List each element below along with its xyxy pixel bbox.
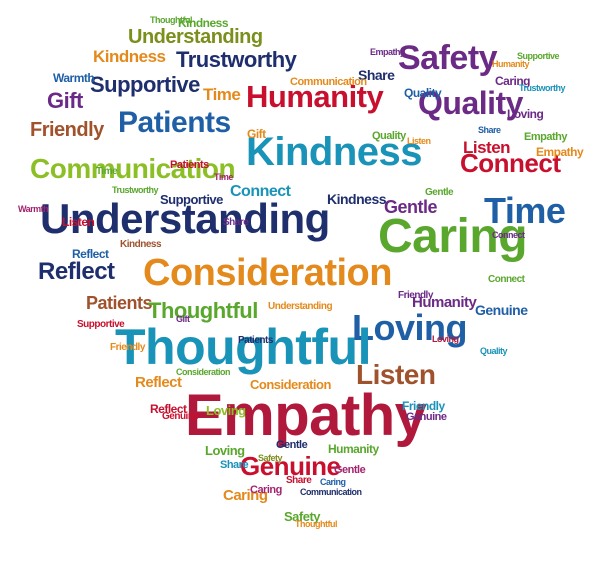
word-humanity: Humanity	[492, 59, 530, 69]
word-time: Time	[96, 166, 118, 177]
word-quality: Quality	[404, 86, 442, 100]
word-listen: Listen	[463, 138, 511, 157]
word-kindness: Kindness	[246, 130, 423, 174]
word-supportive: Supportive	[160, 192, 223, 207]
word-trustworthy: Trustworthy	[112, 185, 159, 195]
word-humanity: Humanity	[412, 294, 477, 311]
word-safety: Safety	[284, 509, 321, 524]
word-communication: Communication	[290, 76, 367, 88]
word-understanding: Understanding	[268, 301, 333, 312]
word-share: Share	[478, 125, 501, 135]
word-gift: Gift	[247, 127, 266, 141]
word-supportive: Supportive	[90, 72, 200, 97]
word-genuine: Genuine	[475, 302, 528, 318]
word-listen: Listen	[407, 136, 431, 146]
word-kindness: Kindness	[120, 239, 162, 250]
word-caring: Caring	[250, 484, 282, 496]
word-supportive: Supportive	[77, 319, 125, 330]
word-trustworthy: Trustworthy	[519, 83, 566, 93]
word-caring: Caring	[320, 477, 346, 487]
word-friendly: Friendly	[402, 399, 445, 413]
word-empathy: Empathy	[185, 383, 427, 448]
word-thoughtful: Thoughtful	[115, 319, 372, 375]
word-gentle: Gentle	[425, 187, 454, 198]
word-gift: Gift	[176, 314, 190, 324]
word-understanding: Understanding	[128, 26, 263, 48]
word-caring: Caring	[378, 210, 528, 263]
word-connect: Connect	[230, 183, 291, 200]
word-warmth: Warmth	[53, 71, 95, 85]
word-safety: Safety	[258, 453, 283, 463]
word-humanity: Humanity	[246, 79, 384, 114]
word-connect: Connect	[460, 148, 561, 178]
word-friendly: Friendly	[30, 119, 104, 141]
word-time: Time	[484, 190, 566, 231]
word-reflect: Reflect	[72, 247, 109, 261]
word-caring: Caring	[223, 487, 268, 504]
word-patients: Patients	[86, 293, 153, 313]
word-listen: Listen	[62, 215, 95, 229]
word-thoughtful: Thoughtful	[148, 298, 258, 323]
word-time: Time	[214, 172, 233, 182]
word-share: Share	[220, 459, 249, 471]
word-kindness: Kindness	[178, 16, 229, 30]
word-warmth: Warmth	[18, 204, 49, 214]
word-loving: Loving	[432, 334, 459, 344]
word-empathy: Empathy	[524, 131, 567, 143]
word-kindness: Kindness	[93, 47, 166, 66]
word-kindness: Kindness	[327, 191, 387, 207]
word-reflect: Reflect	[38, 258, 115, 285]
word-connect: Connect	[488, 274, 525, 285]
word-time: Time	[203, 85, 241, 104]
word-loving: Loving	[507, 107, 544, 121]
word-gentle: Gentle	[334, 464, 366, 476]
word-quality: Quality	[372, 130, 406, 142]
word-listen: Listen	[356, 359, 436, 390]
word-consideration: Consideration	[143, 252, 392, 294]
word-thoughtful: Thoughtful	[295, 519, 337, 529]
word-patients: Patients	[118, 106, 231, 139]
word-quality: Quality	[480, 346, 508, 356]
word-loving: Loving	[205, 443, 245, 458]
word-communication: Communication	[300, 487, 362, 497]
word-supportive: Supportive	[517, 51, 560, 61]
word-communication: Communication	[30, 153, 236, 184]
word-thoughtful: Thoughtful	[150, 15, 192, 25]
word-patients: Patients	[170, 159, 209, 171]
word-safety: Safety	[398, 39, 498, 77]
word-reflect: Reflect	[135, 374, 182, 391]
word-trustworthy: Trustworthy	[176, 47, 297, 72]
word-share: Share	[286, 475, 312, 486]
word-empathy: Empathy	[536, 145, 584, 159]
word-consideration: Consideration	[176, 367, 231, 377]
word-understanding: Understanding	[40, 195, 330, 242]
word-loving: Loving	[352, 307, 467, 348]
word-loving: Loving	[206, 403, 246, 418]
word-connect: Connect	[492, 230, 525, 240]
word-genuine: Genuine	[406, 411, 447, 423]
word-reflect: Reflect	[150, 402, 187, 416]
word-humanity: Humanity	[328, 442, 379, 456]
word-share: Share	[358, 67, 395, 83]
word-consideration: Consideration	[250, 377, 331, 392]
word-genuine: Genuine	[162, 411, 199, 422]
word-gentle: Gentle	[276, 439, 308, 451]
word-gentle: Gentle	[384, 197, 438, 217]
word-patients: Patients	[238, 335, 273, 346]
word-share: Share	[223, 217, 249, 228]
word-friendly: Friendly	[110, 342, 145, 353]
word-caring: Caring	[495, 74, 531, 88]
word-quality: Quality	[418, 85, 523, 121]
word-friendly: Friendly	[398, 290, 433, 301]
word-empathy: Empathy	[370, 47, 405, 57]
word-gift: Gift	[47, 88, 83, 113]
word-genuine: Genuine	[240, 451, 341, 481]
